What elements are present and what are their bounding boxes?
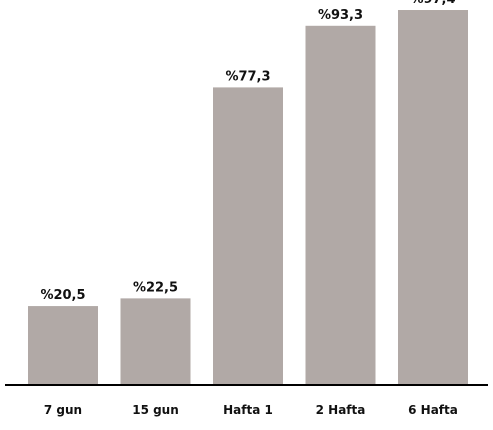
bars-group [28, 10, 468, 386]
data-label-1: %20,5 [40, 288, 85, 303]
bar-2 [120, 298, 191, 385]
bar-4 [305, 25, 376, 385]
x-tick-label-4: 2 Hafta [316, 403, 366, 417]
x-tick-label-2: 15 gun [132, 403, 179, 417]
x-tick-label-5: 6 Hafta [408, 403, 458, 417]
bar-5 [398, 10, 468, 385]
value-labels-group: %20,5 %22,5 %77,3 %93,3 %97,4 [40, 0, 455, 303]
bar-1 [28, 306, 98, 385]
x-tick-label-1: 7 gun [44, 403, 82, 417]
x-tick-labels-group: 7 gun 15 gun Hafta 1 2 Hafta 6 Hafta [44, 403, 458, 417]
data-label-5: %97,4 [410, 0, 455, 7]
bar-3 [213, 87, 283, 386]
data-label-2: %22,5 [133, 280, 178, 295]
data-label-3: %77,3 [225, 69, 270, 84]
data-label-4: %93,3 [318, 8, 363, 23]
x-tick-label-3: Hafta 1 [223, 403, 273, 417]
